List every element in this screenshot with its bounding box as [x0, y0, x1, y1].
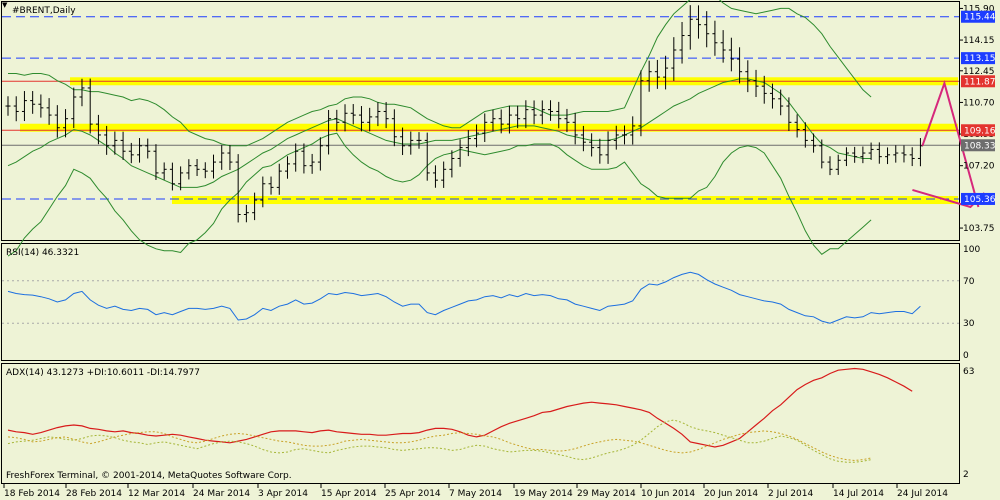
time-tick-label: 14 Jul 2014	[833, 489, 884, 499]
rsi-panel: 100 70 30 0	[2, 245, 980, 361]
highlight-zone	[172, 196, 958, 205]
time-tick-label: 12 Mar 2014	[128, 489, 185, 499]
highlight-zone	[20, 123, 958, 132]
forecast-arrow-line	[921, 79, 980, 208]
bollinger-line	[7, 78, 872, 188]
time-tick-label: 15 Apr 2014	[321, 489, 377, 499]
time-tick-label: 24 Jul 2014	[897, 489, 948, 499]
bollinger-bands	[7, 0, 872, 257]
time-tick-label: 28 Feb 2014	[66, 489, 122, 499]
adx-tick-label: 63	[963, 367, 974, 377]
level-price-label: 115.44	[964, 13, 996, 23]
level-price-box	[961, 139, 995, 152]
chart-menu-icon[interactable]: ▼	[2, 1, 8, 9]
price-tick-label: 103.75	[963, 224, 995, 234]
price-panel-frame	[1, 1, 960, 241]
adx-title: ADX(14) 43.1273 +DI:10.6011 -DI:14.7977	[6, 368, 200, 378]
minus-di-line	[7, 430, 872, 462]
level-price-box	[961, 192, 995, 205]
level-price-box	[961, 52, 995, 65]
level-price-label: 109.16	[964, 126, 996, 136]
time-tick-label: 3 Apr 2014	[258, 489, 308, 499]
level-price-box	[961, 124, 995, 137]
price-tick-label: 115.90	[963, 4, 995, 14]
bollinger-line	[7, 132, 872, 257]
level-price-box	[961, 10, 995, 23]
price-tick-label: 110.70	[963, 98, 995, 108]
time-tick-label: 18 Feb 2014	[4, 489, 60, 499]
footer-copyright: FreshForex Terminal, © 2001-2014, MetaQu…	[6, 471, 292, 481]
rsi-tick-label: 100	[963, 245, 980, 255]
adx-panel-frame	[1, 363, 960, 484]
level-price-label: 113.15	[964, 54, 996, 64]
level-labels: 115.44 113.15 111.87 109.16 108.33 105.36	[961, 10, 996, 205]
price-tick-label: 107.20	[963, 162, 995, 172]
adx-tick-label: 2	[963, 470, 969, 480]
rsi-line	[7, 271, 921, 324]
time-tick-label: 7 May 2014	[449, 489, 502, 499]
time-tick-label: 25 Apr 2014	[385, 489, 441, 499]
bollinger-line	[8, 0, 872, 147]
rsi-tick-label: 70	[963, 277, 975, 287]
price-tick-label: 112.45	[963, 67, 995, 77]
time-tick-label: 10 Jun 2014	[641, 489, 695, 499]
time-tick-label: 2 Jul 2014	[768, 489, 813, 499]
level-price-label: 111.87	[964, 77, 996, 87]
time-tick-label: 19 May 2014	[514, 489, 573, 499]
level-price-box	[961, 75, 995, 88]
adx-line	[7, 367, 913, 448]
time-tick-label: 29 May 2014	[577, 489, 636, 499]
rsi-tick-label: 0	[963, 351, 969, 361]
price-bars	[5, 5, 923, 223]
level-price-label: 105.36	[964, 195, 996, 205]
price-chart-title: #BRENT,Daily	[12, 6, 76, 16]
price-tick-label: 114.15	[963, 36, 995, 46]
rsi-title: RSI(14) 46.3321	[6, 248, 79, 258]
time-axis: 18 Feb 2014 28 Feb 2014 12 Mar 2014 24 Mar …	[3, 484, 948, 499]
rsi-tick-label: 30	[963, 319, 975, 329]
time-tick-label: 20 Jun 2014	[704, 489, 758, 499]
level-lines	[2, 16, 959, 200]
rsi-panel-frame	[1, 243, 960, 361]
time-tick-label: 24 Mar 2014	[193, 489, 250, 499]
level-price-label: 108.33	[964, 141, 996, 151]
adx-panel: 63 2	[7, 367, 974, 480]
